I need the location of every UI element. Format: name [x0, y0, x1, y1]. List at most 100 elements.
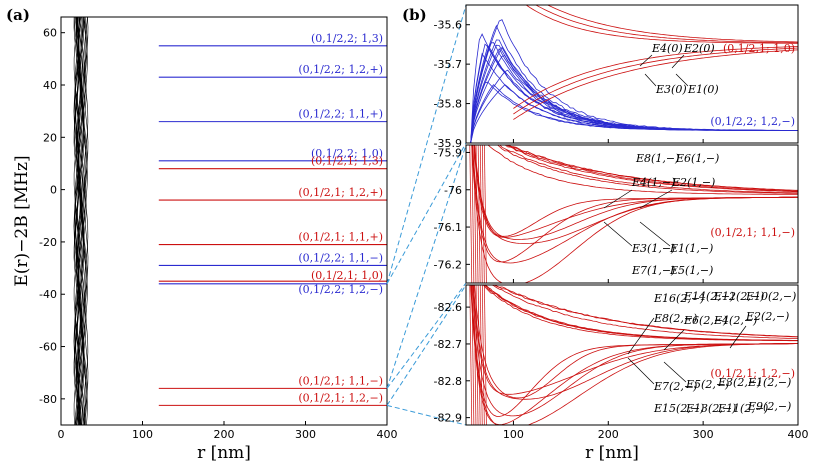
panel-b-middle-state-label: (0,1/2,1; 1,1,−)	[710, 226, 795, 239]
panel-b-bottom-state-label: (0,1/2,1; 1,2,−)	[710, 367, 795, 380]
level-label-e-2-minus: E16(2,−)	[653, 292, 704, 305]
panel-b-red-curve	[492, 285, 798, 338]
zoom-connector-line	[386, 404, 467, 426]
panel-b-wall-curve	[473, 145, 477, 283]
panel-b-middle-frame	[465, 144, 799, 284]
panel-b-leader-line	[675, 73, 689, 87]
panel-a-state-label: (0,1/2,1; 1,0)	[311, 269, 383, 282]
panel-b-leader-line	[729, 325, 747, 349]
panel-b-leader-line	[627, 317, 655, 355]
panel-b-ytick-label: -35.7	[434, 58, 462, 71]
panel-b-wall-curve	[477, 145, 481, 283]
level-label-e-2-minus: E13(2,−)	[685, 402, 736, 415]
panel-a-frame	[60, 16, 388, 426]
panel-a-xtick-label: 300	[295, 428, 316, 441]
panel-b-leader-line	[639, 189, 673, 209]
panel-b-leader-line	[603, 189, 633, 209]
panel-b-blue-curve	[470, 55, 798, 143]
level-label-e-2-minus: E10(2,−)	[745, 290, 796, 303]
panel-a-state-label: (0,1/2,2; 1,3)	[311, 32, 383, 45]
panel-b-red-curve	[474, 145, 798, 245]
level-label-e1-0: E1(0)	[687, 83, 719, 96]
panel-b-blue-curve	[470, 52, 798, 143]
panel-b-red-curve	[487, 145, 798, 195]
panel-a-curves	[73, 17, 89, 425]
panel-b-wall-curve	[479, 145, 483, 283]
panel-b-wall-curve	[484, 145, 487, 283]
panel-a-state-label: (0,1/2,2; 1,2,+)	[298, 63, 383, 76]
level-label-e-2-minus: E12(2,−)	[713, 290, 764, 303]
level-label-e-2-minus: E2(2,−)	[745, 310, 789, 323]
panel-b-ytick-label: -35.6	[434, 19, 462, 32]
panel-a-ytick-label: 0	[50, 184, 57, 197]
panel-b-red-curve	[499, 145, 798, 194]
panel-b-leader-line	[663, 361, 687, 383]
panel-b-xtick-label: 300	[693, 428, 714, 441]
panel-a-state-label: (0,1/2,2; 1,0)	[311, 147, 383, 160]
level-label-e-2-minus: E1(2,−)	[747, 376, 791, 389]
panel-b-red-curve	[474, 285, 798, 399]
panel-b-red-curve	[506, 145, 798, 192]
panel-a-xtick-label: 100	[132, 428, 153, 441]
panel-a-ytick-label: 60	[43, 27, 57, 40]
panel-b-red-curve	[513, 46, 798, 109]
panel-b-top-curves	[470, 5, 798, 143]
panel-a-wall-curve	[74, 17, 80, 425]
panel-a-wall-curve	[83, 17, 88, 425]
panel-b-wall-curve	[471, 145, 475, 283]
panel-b-red-curve	[491, 285, 798, 339]
panel-b-wall-curve	[477, 285, 481, 425]
panel-a-asymptotes	[158, 45, 387, 406]
panel-a-ytick-label: -40	[39, 288, 57, 301]
panel-a-ytick-label: -80	[39, 393, 57, 406]
panel-b-ticks: 100 200 300 400 -35.6 -35.7 -35.8 -35.9-75.9 -76…	[434, 19, 809, 441]
panel-a-wall-curve	[83, 17, 89, 425]
panel-a-ylabel: E(r)−2B [MHz]	[12, 155, 32, 286]
panel-b-wall-curve	[473, 285, 477, 425]
panel-a-xtick-label: 200	[214, 428, 235, 441]
panel-a-wall-curve	[73, 17, 79, 425]
panel-b-red-curve	[484, 285, 798, 341]
panel-b-red-curve	[482, 285, 798, 342]
level-label-e-1-minus: E1(1,−)	[669, 242, 713, 255]
panel-a-ytick-label: 40	[43, 79, 57, 92]
panel-a-state-label: (0,1/2,1; 1,1,−)	[298, 374, 383, 387]
panel-b-leader-line	[663, 329, 685, 351]
panel-b-red-curve	[504, 145, 798, 193]
panel-b-ytick-label: -82.9	[434, 412, 462, 425]
panel-b-blue-curve	[470, 84, 798, 143]
panel-b-leader-line	[644, 73, 657, 87]
panel-b-top-state-label-red: (0,1/2,1; 1,0)	[723, 42, 795, 55]
panel-b-wall-curve	[469, 145, 473, 283]
panel-b-bottom-frame	[465, 284, 799, 426]
panel-a-ytick-label: 20	[43, 131, 57, 144]
panel-b-red-curve	[496, 145, 798, 194]
panel-b-red-curve	[525, 5, 798, 44]
panel-b-leader-line	[603, 221, 633, 247]
panel-a-xtick-label: 400	[377, 428, 398, 441]
panel-b-wall-curve	[475, 285, 479, 425]
panel-b-top-state-label-blue: (0,1/2,2; 1,2,−)	[710, 115, 795, 128]
panel-a-wall-curve	[83, 17, 89, 425]
panel-b-red-curve	[494, 285, 798, 338]
panel-b-red-curve	[472, 285, 798, 400]
level-label-e-2-minus: E5(2,−)	[685, 378, 729, 391]
level-label-e-2-minus: E3(2,−)	[717, 376, 761, 389]
panel-b-leader-line	[639, 54, 653, 67]
panel-a-ytick-label: -60	[39, 341, 57, 354]
panel-b-ytick-label: -35.9	[434, 137, 462, 150]
panel-b-red-curve	[508, 145, 798, 191]
panel-b-wall-curve	[469, 285, 473, 425]
zoom-connector-line	[386, 4, 467, 284]
panel-b-ytick-label: -82.6	[434, 301, 462, 314]
panel-b-red-curve	[482, 285, 798, 341]
panel-b-ytick-label: -76.2	[434, 258, 462, 271]
panel-b-xtick-label: 200	[598, 428, 619, 441]
panel-b-red-curve	[535, 5, 798, 44]
zoom-connector-line	[386, 142, 467, 285]
level-label-e-2-minus: E6(2,−)	[683, 314, 727, 327]
panel-b-bottom-curves	[469, 285, 798, 425]
panel-a-state-label: (0,1/2,2; 1,1,−)	[298, 251, 383, 264]
